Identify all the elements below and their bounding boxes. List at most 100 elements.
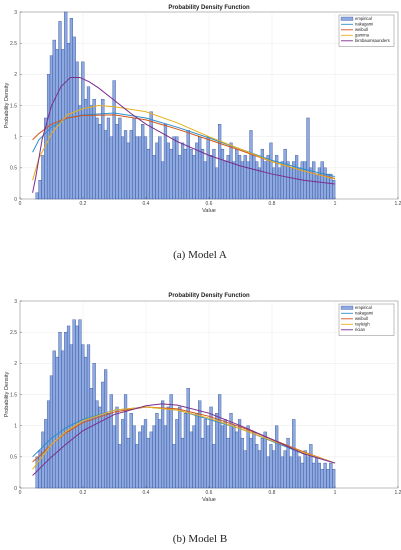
histogram-bar (306, 456, 310, 489)
x-tick-label: 1 (334, 201, 337, 207)
histogram-bar (257, 450, 262, 489)
histogram-bar (121, 419, 125, 489)
histogram-bar (249, 437, 253, 489)
histogram-bar (189, 148, 193, 200)
y-tick-label: 2.5 (10, 330, 17, 336)
chart-panel-2: 0 0.2 0.4 0.6 0.8 1 1.2 0 0.5 1 1.5 2 2.5 3 Probabilit… (4, 293, 401, 503)
histogram-bar (166, 406, 170, 489)
histogram-bar (126, 142, 130, 200)
histogram-bar (129, 413, 133, 489)
histogram-bar (112, 80, 116, 200)
legend-label-nakagami: nakagami (355, 311, 373, 316)
histogram-bar (89, 105, 93, 200)
histogram-bar (200, 148, 205, 200)
histogram-bar (223, 161, 227, 200)
y-tick-label: 1.5 (10, 103, 17, 109)
histogram-bar (64, 11, 68, 200)
histogram-bar (320, 469, 324, 489)
histogram-bar (166, 142, 170, 200)
histogram-bar (243, 450, 247, 489)
histogram-bar (243, 155, 247, 200)
histogram-bar (143, 136, 148, 200)
histogram-bar (66, 42, 71, 200)
y-tick-label: 0 (14, 197, 17, 203)
histogram-bar (135, 136, 139, 200)
histogram-bar (180, 437, 185, 489)
legend-label-empirical: empirical (355, 305, 372, 310)
histogram-bar (121, 136, 125, 200)
histogram-bar (200, 437, 205, 489)
histogram-bar (146, 148, 150, 200)
legend-label-rayleigh: rayleigh (355, 322, 370, 327)
series-line-rician (32, 403, 336, 476)
histogram-bar (232, 425, 236, 489)
histogram-bar (149, 431, 153, 489)
y-tick-label: 0 (14, 486, 17, 492)
histogram-bar (103, 130, 108, 200)
histogram-bar (300, 462, 304, 489)
y-tick-label: 1 (14, 423, 17, 429)
x-tick-label: 0.2 (80, 201, 87, 207)
x-tick-label: 0.8 (269, 201, 276, 207)
histogram-bar (292, 419, 296, 489)
histogram-bar (226, 437, 230, 489)
legend-label-nakagami: nakagami (355, 22, 373, 27)
histogram-bar (152, 425, 156, 489)
histogram-bar (61, 350, 65, 489)
histogram-bar (215, 413, 219, 489)
histogram-bar (252, 155, 256, 200)
histogram-bar (289, 167, 293, 200)
histogram-bar (277, 444, 282, 489)
histogram-bar (280, 161, 284, 200)
histogram-bar (178, 155, 182, 200)
histogram-bar (64, 331, 68, 489)
histogram-bar (209, 155, 213, 200)
x-axis-label: Value (202, 497, 216, 503)
histogram-bar (49, 375, 54, 489)
histogram-bar (183, 148, 188, 200)
y-tick-label: 3 (14, 299, 17, 305)
histogram-bar (269, 142, 273, 200)
series-line-rayleigh (32, 406, 336, 470)
histogram-bar (69, 344, 73, 489)
histogram-bar (203, 419, 207, 489)
legend-swatch-empirical (340, 305, 354, 310)
histogram-bar (257, 167, 262, 200)
chart-title: Probability Density Function (168, 5, 250, 11)
x-tick-label: 0 (19, 201, 22, 207)
histogram-bar (175, 419, 179, 489)
histogram-bar (155, 413, 159, 489)
histogram-bar (109, 394, 113, 489)
histogram-bar (172, 136, 176, 200)
histogram-bar (155, 142, 159, 200)
histogram-bar (312, 462, 316, 489)
histogram-bar (297, 456, 302, 489)
histogram-bar (218, 124, 222, 200)
histogram-bar (158, 419, 162, 489)
histogram-bar (255, 161, 259, 200)
histogram-bar (169, 148, 173, 200)
histogram-bar (189, 431, 193, 489)
histogram-bar (237, 155, 242, 200)
histogram-bar (115, 124, 119, 200)
histogram-bar (172, 444, 176, 489)
y-tick-label: 2 (14, 361, 17, 367)
legend-label-birnbaumsaunders: birnbaumsaunders (355, 38, 390, 43)
histogram-bar (312, 161, 316, 200)
histogram-bar (286, 161, 290, 200)
histogram-bar (175, 136, 179, 200)
histogram-bar (89, 388, 93, 489)
histogram-bar (303, 450, 307, 489)
histogram-bar (297, 167, 302, 200)
x-tick-label: 1 (334, 490, 337, 496)
histogram-bar (195, 413, 199, 489)
histogram-bar (260, 437, 264, 489)
histogram-bar (84, 356, 88, 489)
x-tick-label: 0.2 (80, 490, 87, 496)
histogram-bar (229, 142, 233, 200)
histogram-bar (246, 425, 250, 489)
x-tick-label: 0 (19, 490, 22, 496)
histogram-bar (52, 39, 56, 200)
histogram-bar (292, 161, 296, 200)
histogram-bar (180, 142, 185, 200)
